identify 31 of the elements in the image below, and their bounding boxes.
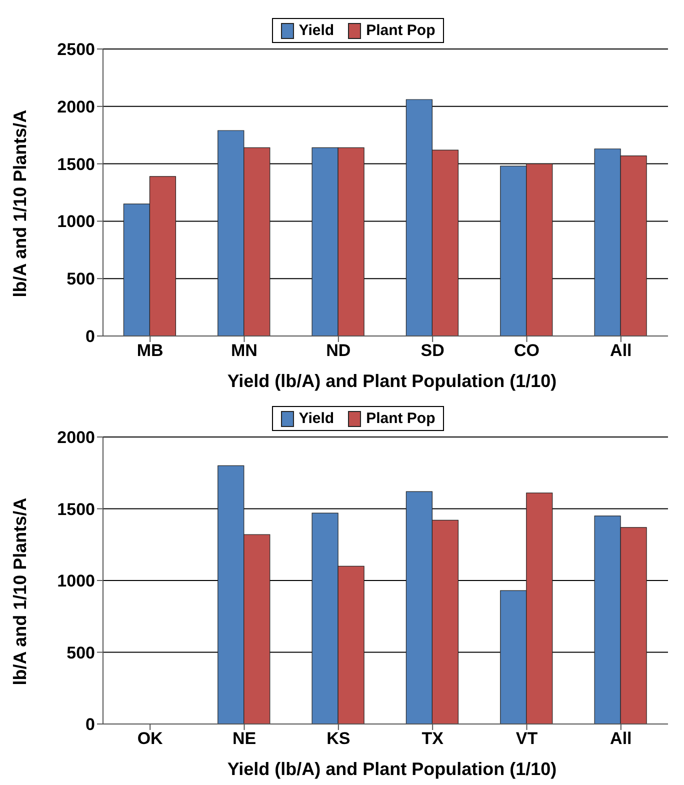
y-tick-label: 1000 xyxy=(57,572,95,591)
x-tick-label: ND xyxy=(326,341,351,360)
x-tick-label: MB xyxy=(136,341,164,360)
legend-label: Plant Pop xyxy=(365,410,436,427)
x-tick-label: TX xyxy=(422,729,444,748)
y-tick-label: 500 xyxy=(66,270,95,289)
y-tick-label: 1000 xyxy=(57,212,95,232)
y-tick-label: 2500 xyxy=(57,40,95,60)
x-tick-label: CO xyxy=(514,341,540,360)
x-tick-label: OK xyxy=(137,729,164,748)
y-tick-label: 0 xyxy=(86,327,95,346)
x-tick-label: SD xyxy=(420,341,444,360)
x-axis-title: Yield (lb/A) and Plant Population (1/10) xyxy=(226,759,558,780)
x-tick-label: All xyxy=(610,341,632,360)
x-tick-label: MN xyxy=(231,341,258,360)
legend-label: Yield xyxy=(298,410,334,427)
legend-label: Plant Pop xyxy=(365,22,436,39)
y-tick-label: 500 xyxy=(66,643,95,662)
x-tick-label: VT xyxy=(516,729,538,748)
x-tick-label: All xyxy=(610,729,632,748)
legend-label: Yield xyxy=(298,22,334,39)
x-tick-label: KS xyxy=(326,729,350,748)
y-tick-label: 0 xyxy=(86,715,95,734)
y-tick-label: 1500 xyxy=(57,154,95,174)
y-axis-title: lb/A and 1/10 Plants/A xyxy=(10,497,32,685)
y-tick-label: 2000 xyxy=(57,97,95,116)
x-tick-label: NE xyxy=(232,729,256,748)
x-axis-title: Yield (lb/A) and Plant Population (1/10) xyxy=(226,371,558,392)
y-axis-title: lb/A and 1/10 Plants/A xyxy=(10,109,32,297)
y-tick-label: 1500 xyxy=(57,500,95,519)
y-tick-label: 2000 xyxy=(57,428,95,448)
